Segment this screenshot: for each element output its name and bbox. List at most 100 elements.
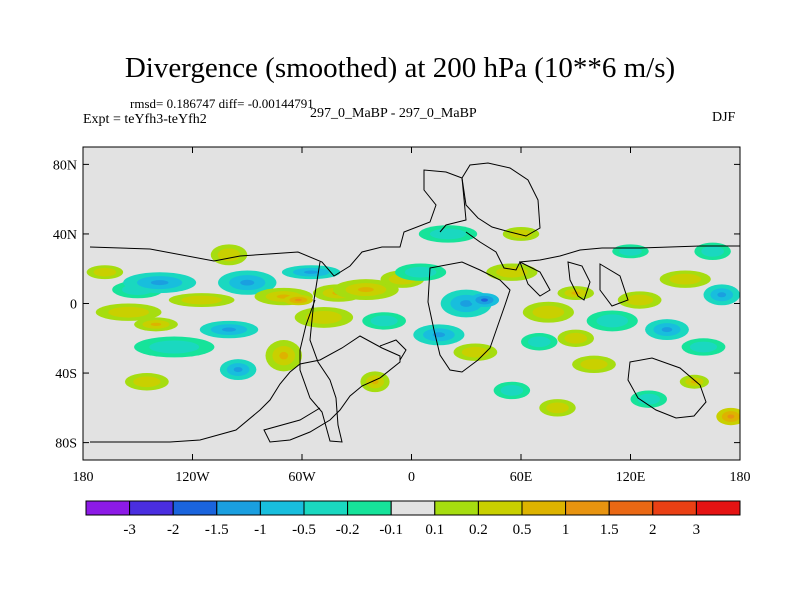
anomaly-blob-44-2 [690,380,698,384]
coastline-southeast-asia [599,263,629,307]
anomaly-blob-39-1 [580,358,608,370]
anomaly-blob-40-1 [637,393,661,405]
experiment-label: Expt = teYfh3-teYfh2 [83,112,207,127]
colorbar-label-10: 1 [562,522,570,538]
x-tick-label-3: 0 [408,470,415,485]
anomaly-blob-11-2 [294,298,302,302]
colorbar-swatch-8 [434,500,479,516]
colorbar-swatch-0 [85,500,131,516]
colorbar-label-12: 2 [649,522,657,538]
colorbar-swatch-5 [303,500,349,516]
colorbar-label-9: 0.5 [513,522,532,538]
colorbar-label-4: -0.5 [292,522,316,538]
colorbar-swatch-7 [390,500,436,516]
anomaly-blob-4-2 [150,322,162,327]
colorbar-label-2: -1.5 [205,522,229,538]
colorbar-label-3: -1 [254,522,267,538]
anomaly-blob-23-1 [404,266,437,278]
season-label: DJF [712,110,736,125]
colorbar-label-5: -0.2 [336,522,360,538]
y-tick-label-1: 40N [53,228,77,243]
y-tick-label-0: 80N [53,158,77,173]
coastlines [89,162,740,443]
x-tick-label-0: 180 [73,470,94,485]
y-tick-label-2: 0 [70,298,77,313]
coastline-eurasia [465,231,740,271]
anomaly-blob-24-2 [460,300,473,307]
colorbar-label-8: 0.2 [469,522,488,538]
coastline-antarctica [90,335,401,443]
colorbar-swatch-14 [695,500,741,516]
colorbar-label-11: 1.5 [600,522,619,538]
colorbar-label-13: 3 [693,522,701,538]
anomaly-blob-25-2 [480,298,489,302]
anomaly-blob-9-2 [240,279,255,286]
anomaly-blob-15-2 [357,287,374,293]
anomaly-blob-16-1 [370,315,398,327]
coastline-north-pacific [379,339,407,361]
anomaly-field [86,225,740,426]
anomaly-blob-31-1 [596,314,629,328]
anomaly-blob-8-1 [217,248,241,262]
anomaly-blob-27-1 [461,346,489,358]
anomaly-blob-37-1 [701,245,724,257]
x-tick-label-2: 60W [288,470,316,485]
anomaly-blob-38-1 [619,247,642,256]
rmsd-stats: rmsd= 0.186747 diff= -0.00144791 [130,96,314,111]
anomaly-blob-32-1 [626,294,654,306]
anomaly-blob-20-1 [133,376,161,388]
colorbar-swatch-6 [347,500,392,516]
anomaly-blob-5-1 [149,340,200,354]
chart-title: Divergence (smoothed) at 200 hPa (10**6 … [124,52,676,84]
coastline-greenland [461,162,541,237]
anomaly-blob-46-1 [527,336,551,348]
comparison-label: 297_0_MaBP - 297_0_MaBP [310,106,477,121]
anomaly-blob-3-2 [150,280,169,286]
coastline-arabia [519,260,551,297]
colorbar-swatch-2 [172,500,218,516]
anomaly-blob-30-2 [571,291,581,295]
coastline-africa [427,261,511,373]
x-tick-label-5: 120E [616,470,646,485]
y-tick-label-4: 80S [55,437,77,452]
coastline-americas [89,169,467,277]
anomaly-blob-43-1 [546,402,569,414]
anomaly-blob-33-2 [661,327,673,333]
anomaly-blob-47-1 [564,332,588,344]
anomaly-blob-34-1 [669,273,702,285]
anomaly-blob-7-2 [221,327,237,332]
colorbar-label-1: -2 [167,522,180,538]
colorbar: -3 -2 -1.5 -1 -0.5 -0.2 -0.1 0.1 0.2 0.5 1 1.5 2 3 [85,500,741,538]
colorbar-label-0: -3 [123,522,136,538]
colorbar-swatch-3 [216,500,261,516]
anomaly-blob-36-2 [717,292,727,298]
colorbar-swatch-4 [259,500,305,516]
x-tick-label-4: 60E [510,470,533,485]
anomaly-blob-12-2 [304,270,319,274]
axes: 180 120W 60W 0 60E 120E 180 80N 40N 0 40S 80S [53,147,751,485]
anomaly-blob-6-1 [181,295,222,305]
colorbar-swatch-10 [521,500,567,516]
anomaly-blob-42-1 [500,385,524,396]
x-tick-label-1: 120W [175,470,210,485]
anomaly-blob-18-2 [279,351,289,360]
coastline-south-america [299,261,343,443]
colorbar-label-6: -0.1 [379,522,403,538]
anomaly-blob-0-1 [93,267,117,277]
coastline-india [567,261,591,301]
colorbar-swatch-1 [129,500,174,516]
anomaly-blob-41-2 [727,414,735,419]
anomaly-blob-13-1 [305,310,343,324]
colorbar-swatch-9 [477,500,523,516]
anomaly-blob-29-1 [532,305,565,319]
anomaly-blob-19-2 [233,367,243,373]
colorbar-label-7: 0.1 [425,522,444,538]
anomaly-blob-28-1 [496,266,528,278]
anomaly-blob-35-1 [689,341,718,353]
colorbar-swatch-12 [608,500,654,516]
colorbar-swatch-13 [652,500,697,516]
colorbar-swatch-11 [565,500,610,516]
anomaly-blob-2-1 [108,306,149,318]
y-tick-label-3: 40S [55,367,77,382]
